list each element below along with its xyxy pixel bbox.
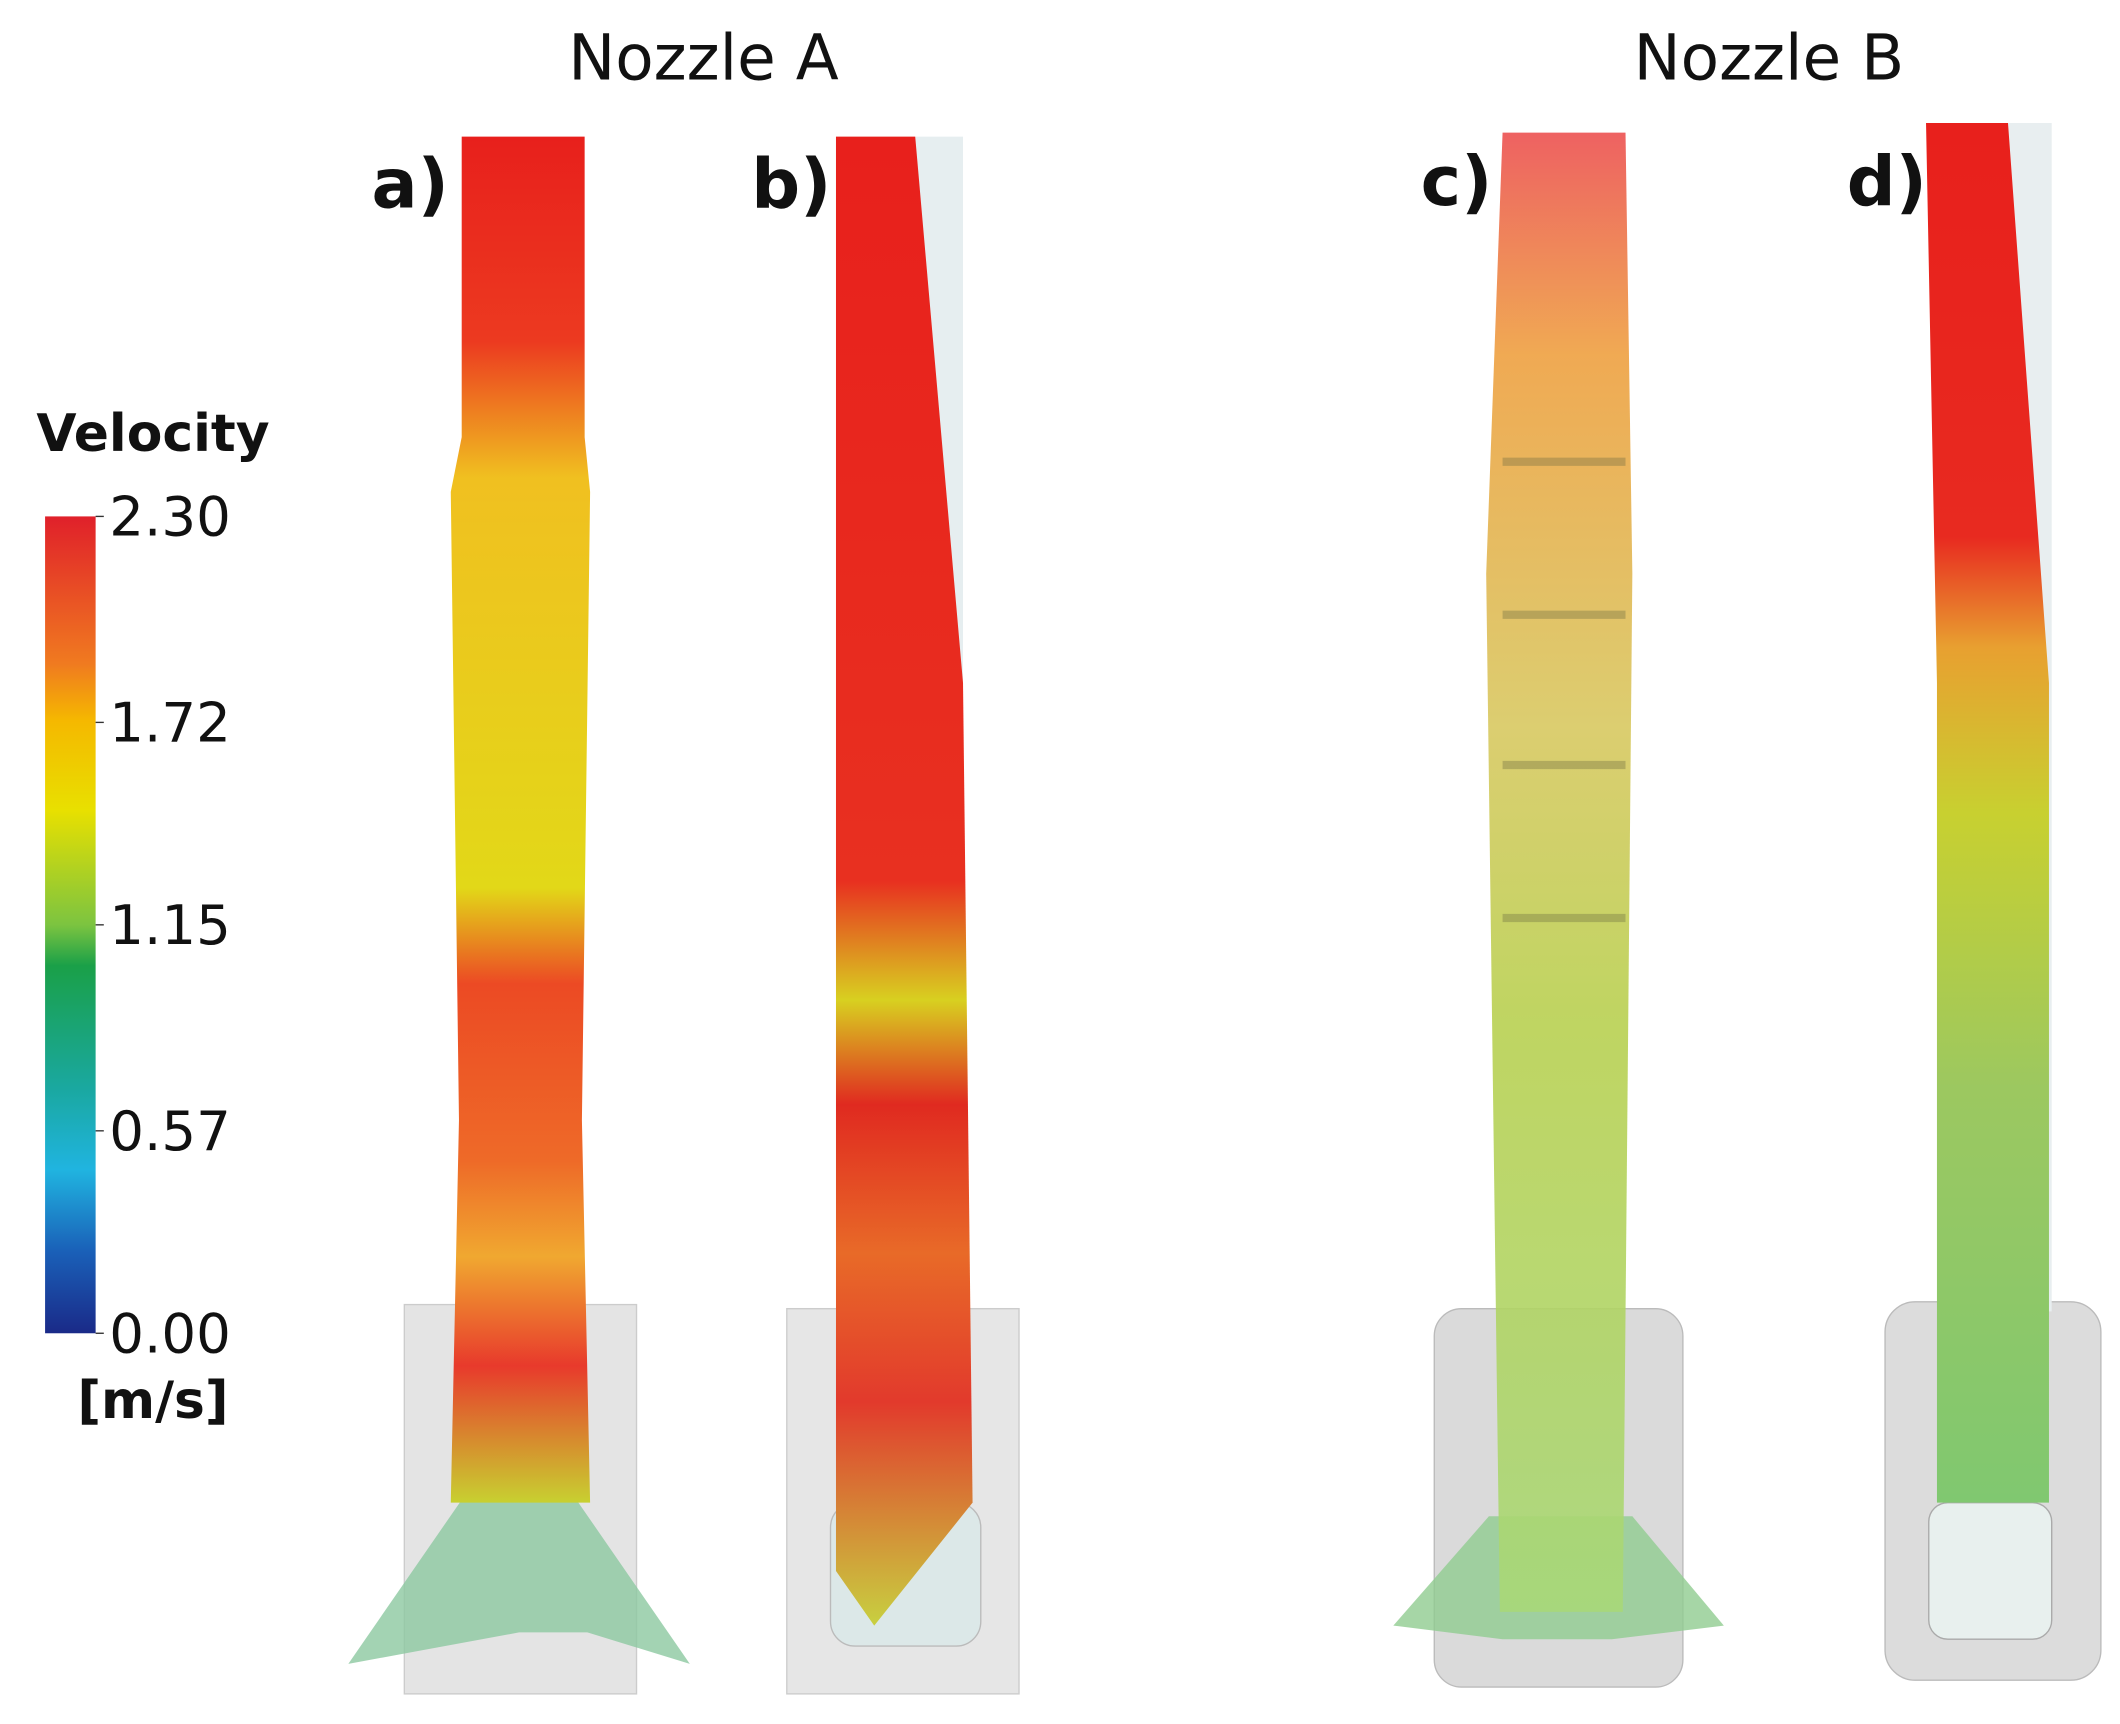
colorbar-tick-label: 0.00 bbox=[109, 1301, 231, 1365]
panel-label: b) bbox=[751, 146, 831, 225]
nozzle-a-front bbox=[786, 136, 1020, 1695]
colorbar-tick-label: 2.30 bbox=[109, 485, 231, 549]
colorbar-tick-label: 1.15 bbox=[109, 893, 231, 957]
colorbar-unit: [m/s] bbox=[77, 1371, 228, 1431]
nozzle-a-side bbox=[348, 136, 690, 1695]
colorbar-ramp bbox=[45, 516, 96, 1334]
colorbar-tick-label: 0.57 bbox=[109, 1099, 231, 1163]
panel-label: a) bbox=[372, 146, 449, 225]
nozzle-b-side bbox=[1393, 132, 1724, 1688]
colorbar-tick-label: 1.72 bbox=[109, 691, 231, 755]
colorbar-title: Velocity bbox=[36, 404, 269, 464]
panel-label: c) bbox=[1421, 143, 1493, 222]
title: Nozzle B bbox=[1634, 21, 1905, 94]
nozzle-b-front bbox=[1884, 123, 2102, 1681]
panel-label: d) bbox=[1847, 143, 1927, 222]
colorbar: Velocity [m/s] 2.30 1.72 1.15 0.57 0.00 bbox=[36, 404, 269, 1431]
title: Nozzle A bbox=[568, 21, 838, 94]
